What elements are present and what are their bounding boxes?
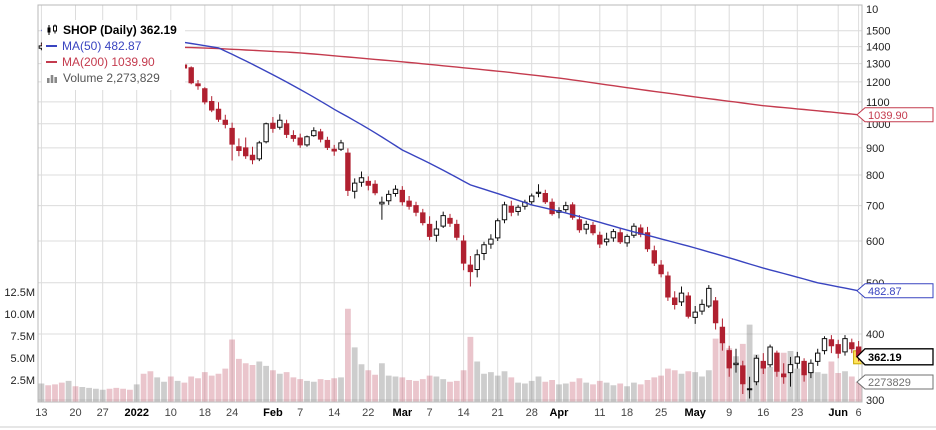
x-axis-label: 25 <box>655 407 667 419</box>
legend-row-ma50: MA(50) 482.87 <box>46 38 177 54</box>
y-axis-label: 700 <box>866 201 884 213</box>
x-axis-label: Feb <box>263 407 283 419</box>
x-axis-label: 10 <box>165 407 177 419</box>
volume-bars-up <box>38 324 848 402</box>
x-axis-label: Apr <box>549 407 569 419</box>
x-axis-label: 7 <box>297 407 303 419</box>
x-axis-label: 27 <box>97 407 109 419</box>
legend-ma50-label: MA(50) 482.87 <box>62 39 142 53</box>
price-flag <box>856 348 934 366</box>
x-axis-label: Mar <box>393 407 413 419</box>
y-axis-label: 900 <box>866 143 884 155</box>
gridlines <box>38 5 862 402</box>
volume-axis-label: 10.0M <box>4 309 35 321</box>
ma200-swatch-icon <box>46 61 57 63</box>
x-axis-label: 22 <box>362 407 374 419</box>
x-axis-label: 28 <box>526 407 538 419</box>
x-axis-label: 20 <box>69 407 81 419</box>
y-axis-label: 400 <box>866 329 884 341</box>
y-axis-label: 1500 <box>866 26 890 38</box>
volume-axis-label: 7.5M <box>11 331 35 343</box>
price-flag-label: 1039.90 <box>868 110 908 122</box>
x-axis-label: 7 <box>427 407 433 419</box>
volume-axis-label: 12.5M <box>4 287 35 299</box>
y-axis-top-label: 10 <box>866 4 878 16</box>
price-flag-label: 2273829 <box>868 377 911 389</box>
legend-row-symbol: SHOP (Daily) 362.19 <box>46 22 177 38</box>
x-axis-label: 13 <box>35 407 47 419</box>
ma50-swatch-icon <box>46 45 57 47</box>
price-flag <box>856 107 934 123</box>
legend-symbol-label: SHOP (Daily) 362.19 <box>63 23 177 37</box>
price-flag-label: 482.87 <box>868 286 902 298</box>
x-axis-label: 18 <box>199 407 211 419</box>
candlestick-icon <box>47 24 57 35</box>
price-flag-label: 362.19 <box>868 352 902 364</box>
x-axis-label: 14 <box>328 407 340 419</box>
x-axis-label: 11 <box>594 407 605 419</box>
y-axis-label: 1000 <box>866 119 890 131</box>
y-axis-label: 600 <box>866 236 884 248</box>
y-axis-label: 1200 <box>866 77 890 89</box>
x-axis-label: May <box>684 407 706 419</box>
y-axis-label: 1400 <box>866 42 890 54</box>
legend-row-ma200: MA(200) 1039.90 <box>46 54 177 70</box>
x-axis-label: 16 <box>757 407 769 419</box>
x-axis-label: 2022 <box>125 407 149 419</box>
volume-bars-icon <box>47 75 57 83</box>
legend-row-volume: Volume 2,273,829 <box>46 70 177 86</box>
volume-axis-label: 2.5M <box>11 375 35 387</box>
x-axis-label: 14 <box>457 407 469 419</box>
price-flag <box>856 374 934 390</box>
legend-ma200-label: MA(200) 1039.90 <box>62 55 155 69</box>
y-axis-label: 300 <box>866 395 884 407</box>
y-axis-label: 1300 <box>866 59 890 71</box>
legend-volume-label: Volume 2,273,829 <box>63 71 160 85</box>
price-flag <box>856 283 934 299</box>
plot-border <box>37 4 863 403</box>
volume-axis-label: 5.0M <box>11 353 35 365</box>
x-axis-label: 21 <box>492 407 504 419</box>
x-axis-label: Jun <box>828 407 848 419</box>
y-axis-label: 1100 <box>866 97 890 109</box>
x-axis-label: 23 <box>791 407 803 419</box>
x-axis-label: 6 <box>856 407 862 419</box>
x-axis-label: 18 <box>621 407 633 419</box>
x-axis-label: 24 <box>226 407 238 419</box>
y-axis-label: 800 <box>866 170 884 182</box>
chart-legend: SHOP (Daily) 362.19 MA(50) 482.87 MA(200… <box>42 20 185 90</box>
x-axis-label: 9 <box>726 407 732 419</box>
